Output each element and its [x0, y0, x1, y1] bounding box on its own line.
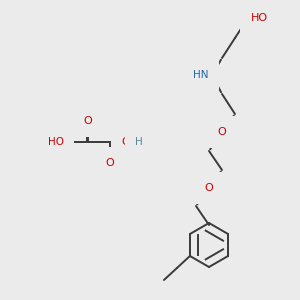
- Text: O: O: [205, 183, 213, 193]
- Text: O: O: [106, 158, 114, 168]
- Text: O: O: [218, 127, 226, 137]
- Text: HO: HO: [251, 13, 268, 23]
- Text: H: H: [135, 137, 143, 147]
- Text: HN: HN: [194, 70, 209, 80]
- Text: O: O: [122, 137, 130, 147]
- Text: O: O: [84, 116, 92, 126]
- Text: HO: HO: [48, 137, 64, 147]
